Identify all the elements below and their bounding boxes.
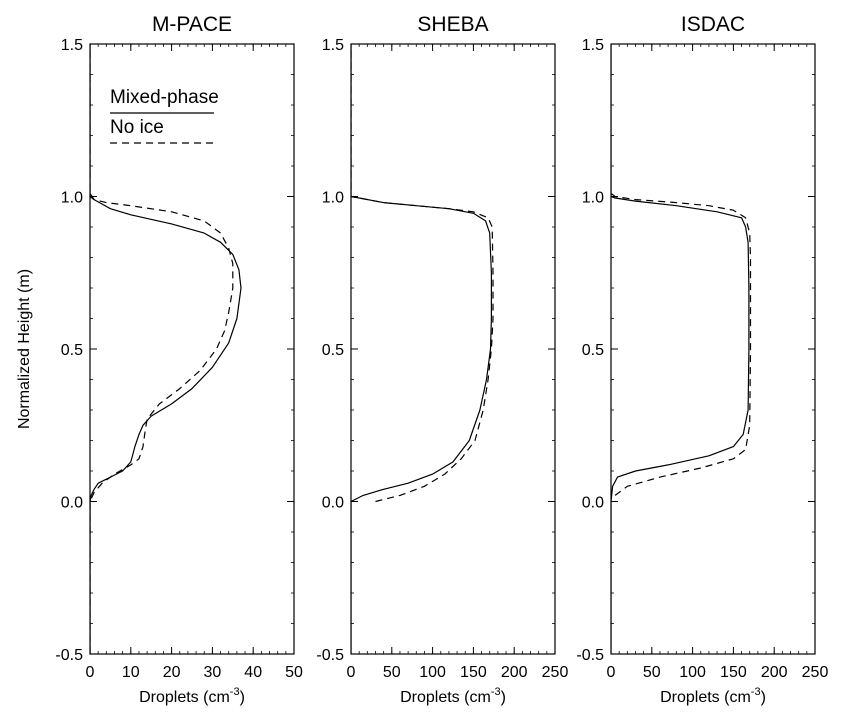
x-axis-label: Droplets (cm-3): [139, 686, 245, 706]
x-tick-label: 50: [285, 664, 303, 681]
x-tick-label: 250: [542, 664, 569, 681]
y-tick-label: 0.5: [582, 342, 604, 359]
x-axis-label-exponent: -3: [230, 686, 240, 698]
x-axis-label: Droplets (cm-3): [660, 686, 766, 706]
x-tick-label: 50: [643, 664, 661, 681]
x-tick-label: 150: [460, 664, 487, 681]
x-tick-label: 0: [86, 664, 95, 681]
legend-label-no-ice: No ice: [110, 117, 164, 138]
x-axis-label-main: Droplets (cm: [400, 689, 491, 706]
panel-title: SHEBA: [417, 13, 488, 36]
y-tick-label: 1.5: [61, 37, 83, 54]
x-tick-label: 100: [679, 664, 706, 681]
panel-title: M-PACE: [152, 13, 232, 36]
y-tick-label: 0.5: [322, 342, 344, 359]
x-axis-label-exponent: -3: [751, 686, 761, 698]
x-tick-label: 250: [802, 664, 829, 681]
legend-label-mixed-phase: Mixed-phase: [110, 87, 219, 108]
x-tick-label: 200: [761, 664, 788, 681]
x-axis-label-suffix: ): [240, 689, 245, 706]
y-tick-label: 1.0: [582, 190, 604, 207]
x-tick-label: 40: [244, 664, 262, 681]
x-axis-label-suffix: ): [501, 689, 506, 706]
x-axis-label-main: Droplets (cm: [660, 689, 751, 706]
series-line-no-ice: [351, 44, 494, 503]
y-tick-label: 1.5: [322, 37, 344, 54]
x-tick-label: 100: [419, 664, 446, 681]
y-axis-label: Normalized Height (m): [16, 269, 33, 429]
panel-0: M-PACE -0.5 0.0 0.5 1.0 1.5 0 10 20 30 40 50 Droplet…: [55, 13, 303, 706]
x-tick-label: 150: [720, 664, 747, 681]
series-line-no-ice: [90, 44, 234, 654]
series-line-mixed-phase: [351, 44, 492, 654]
plot-frame: [350, 43, 556, 655]
y-tick-label: 1.0: [322, 190, 344, 207]
y-tick-label: 1.5: [582, 37, 604, 54]
x-axis-label-main: Droplets (cm: [139, 689, 230, 706]
series-line-mixed-phase: [611, 44, 750, 654]
x-axis-label-suffix: ): [761, 689, 766, 706]
x-tick-label: 20: [163, 664, 181, 681]
x-tick-label: 200: [501, 664, 528, 681]
x-tick-label: 0: [347, 664, 356, 681]
y-tick-label: 1.0: [61, 190, 83, 207]
y-tick-label: -0.5: [55, 647, 83, 664]
y-tick-label: 0.0: [61, 495, 83, 512]
x-tick-label: 50: [383, 664, 401, 681]
x-tick-label: 0: [607, 664, 616, 681]
x-tick-label: 10: [122, 664, 140, 681]
x-axis-label: Droplets (cm-3): [400, 686, 506, 706]
y-tick-label: 0.5: [61, 342, 83, 359]
y-tick-label: -0.5: [576, 647, 604, 664]
panel-2: ISDAC -0.5 0.0 0.5 1.0 1.5 0 50 100 150 200 250 Drop…: [576, 13, 828, 706]
legend: Mixed-phase No ice: [110, 87, 219, 144]
y-tick-label: 0.0: [322, 495, 344, 512]
y-tick-label: 0.0: [582, 495, 604, 512]
panel-1: SHEBA -0.5 0.0 0.5 1.0 1.5 0 50 100 150 200 250 Drop…: [316, 13, 568, 706]
panel-title: ISDAC: [681, 13, 745, 36]
y-tick-label: -0.5: [316, 647, 344, 664]
series-line-no-ice: [611, 192, 752, 496]
plot-frame: [610, 43, 816, 655]
x-axis-label-exponent: -3: [491, 686, 501, 698]
x-tick-label: 30: [204, 664, 222, 681]
